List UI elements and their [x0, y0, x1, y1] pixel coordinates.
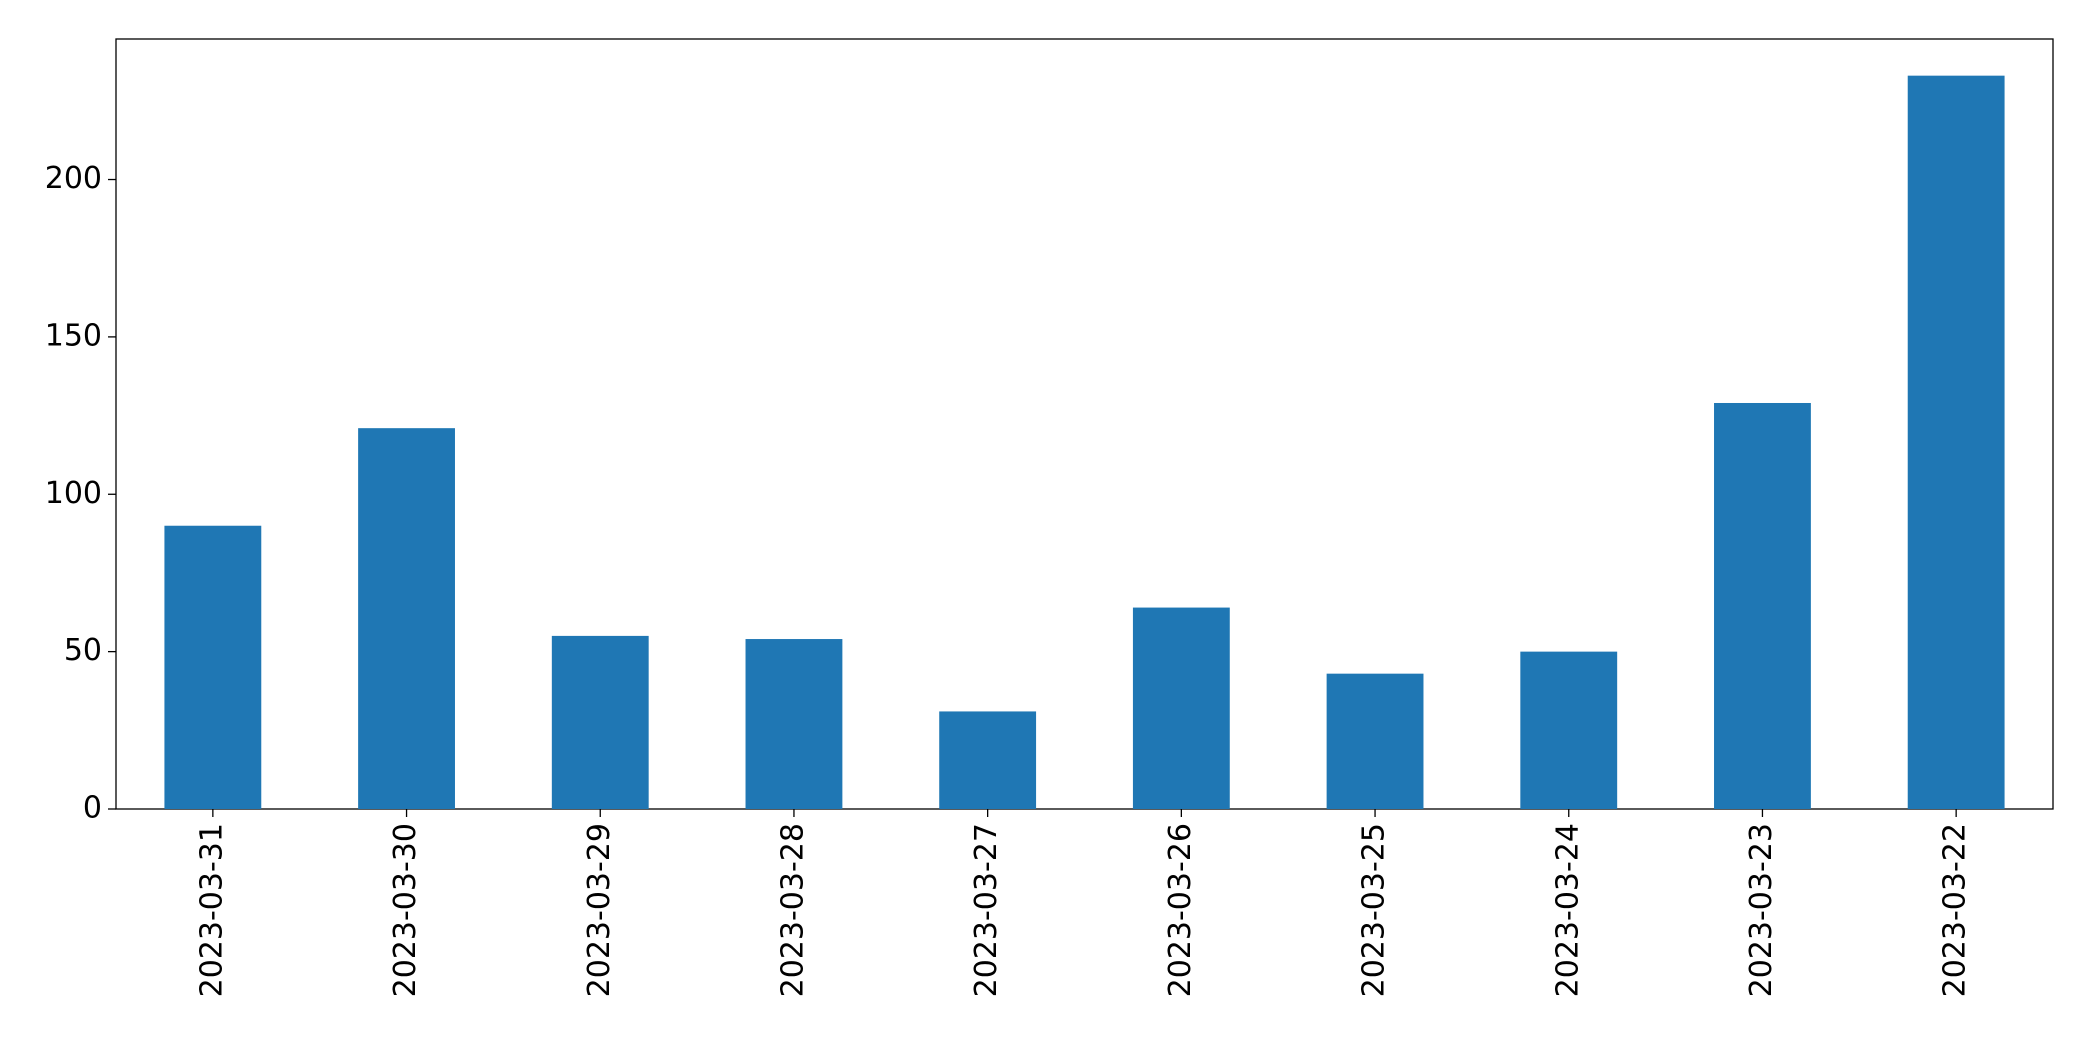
x-tick-label: 2023-03-25 [1357, 823, 1392, 997]
y-tick-label: 100 [45, 476, 102, 511]
bar [1132, 607, 1230, 809]
x-tick-label: 2023-03-30 [388, 823, 423, 997]
plot-frame [115, 38, 2054, 810]
x-tick-label: 2023-03-29 [582, 823, 617, 997]
x-tick-label: 2023-03-22 [1938, 823, 1973, 997]
x-tick-label: 2023-03-27 [969, 823, 1004, 997]
bar [551, 635, 649, 809]
bar [1520, 651, 1618, 809]
bar [1714, 402, 1811, 809]
x-tick-label: 2023-03-24 [1550, 823, 1585, 997]
x-tick-label: 2023-03-26 [1163, 823, 1198, 997]
bar [358, 428, 455, 809]
x-tick-label: 2023-03-28 [775, 823, 810, 997]
y-tick-label: 0 [83, 791, 102, 826]
bar [745, 639, 843, 809]
bar [1907, 75, 2005, 809]
x-tick-label: 2023-03-31 [194, 823, 229, 997]
bar [164, 525, 262, 809]
y-tick-label: 150 [45, 318, 102, 353]
y-tick-label: 200 [45, 161, 102, 196]
x-tick-label: 2023-03-23 [1744, 823, 1779, 997]
bar [939, 711, 1037, 809]
y-tick-label: 50 [64, 633, 102, 668]
bar [1326, 673, 1424, 809]
